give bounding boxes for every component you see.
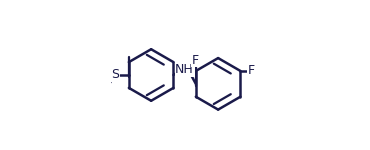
Text: NH: NH (175, 63, 194, 76)
Text: S: S (112, 69, 120, 81)
Text: F: F (248, 64, 255, 77)
Text: F: F (192, 54, 199, 67)
